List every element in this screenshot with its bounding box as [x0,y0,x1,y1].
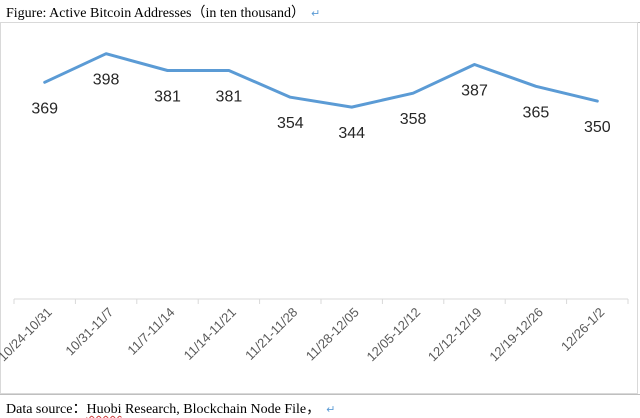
data-label: 369 [31,100,58,117]
x-tick-label: 11/28-12/05 [303,305,362,364]
data-source-rest: Research, Blockchain Node File， [121,402,321,417]
data-label: 381 [216,88,243,105]
data-source-name-underlined: Huobi [86,402,122,417]
return-mark-icon: ↵ [311,7,321,20]
x-tick-label: 10/31-11/7 [62,305,116,359]
x-tick-label: 10/24-10/31 [0,305,55,365]
x-tick-label: 12/26-1/2 [558,305,607,354]
data-label: 358 [400,111,427,128]
data-source-caption: Data source：Huobi Research, Blockchain N… [6,398,335,418]
figure-caption-text: Figure: Active Bitcoin Addresses（in ten … [6,6,306,21]
x-tick-label: 12/19-12/26 [486,305,546,365]
series-layer [43,52,599,109]
data-labels: 369 398 381 381 354 344 358 387 365 350 [31,72,610,142]
data-source-prefix: Data source： [6,402,87,417]
x-axis-labels: 10/24-10/31 10/31-11/7 11/7-11/14 11/14-11/… [0,305,607,365]
x-tick-label: 12/05-12/12 [364,305,424,365]
chart-frame [0,22,638,394]
data-label: 387 [461,83,488,100]
data-label: 354 [277,115,304,132]
bottom-rule [0,394,640,395]
figure-caption: Figure: Active Bitcoin Addresses（in ten … [6,2,320,22]
series-line [43,52,599,109]
x-axis-ticks [13,299,629,304]
data-label: 365 [523,104,550,121]
data-label: 398 [93,72,120,89]
x-tick-label: 12/12-12/19 [425,305,485,365]
return-mark-icon: ↵ [326,403,336,416]
x-tick-label: 11/7-11/14 [124,305,177,358]
data-label: 350 [584,119,611,136]
x-tick-label: 11/14-11/21 [181,305,239,363]
x-tick-label: 11/21-11/28 [242,305,300,363]
data-label: 381 [154,88,181,105]
data-label: 344 [338,125,365,142]
